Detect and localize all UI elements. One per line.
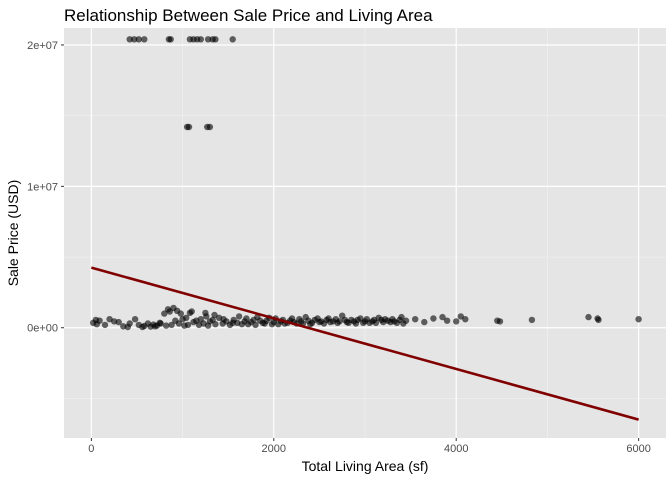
data-point	[327, 318, 334, 326]
data-point	[462, 316, 469, 323]
data-point	[163, 322, 170, 329]
data-point	[175, 320, 183, 327]
data-point	[235, 313, 243, 320]
y-tick-label: 0e+00	[27, 323, 58, 335]
data-point	[211, 311, 218, 319]
data-point	[453, 318, 460, 325]
data-point	[212, 36, 219, 43]
data-point	[635, 316, 642, 323]
axis-ticks: 0 2000 4000 6000 0e+00 1e+07 2e+07	[27, 40, 651, 455]
data-point	[202, 309, 209, 317]
y-axis-title: Sale Price (USD)	[5, 180, 21, 287]
data-point	[391, 318, 398, 325]
fit-line-group	[91, 266, 639, 421]
y-tick-label: 2e+07	[27, 40, 58, 52]
x-tick-label: 0	[88, 443, 94, 455]
data-point	[268, 321, 276, 328]
data-point	[336, 318, 343, 325]
data-point	[220, 316, 227, 323]
data-point	[296, 316, 303, 323]
data-point	[412, 316, 419, 323]
chart-title: Relationship Between Sale Price and Livi…	[64, 6, 433, 25]
data-point	[177, 310, 184, 317]
data-point	[363, 316, 370, 323]
data-point	[372, 319, 380, 326]
x-tick-label: 2000	[262, 443, 286, 455]
y-tick-label: 1e+07	[27, 181, 58, 193]
data-point	[585, 313, 592, 321]
data-point	[595, 316, 602, 324]
data-point	[156, 319, 163, 326]
data-point	[206, 123, 214, 131]
x-tick-label: 6000	[626, 443, 650, 455]
data-point	[152, 323, 159, 330]
data-point	[430, 315, 437, 322]
data-point	[161, 310, 168, 317]
regression-line	[91, 266, 639, 421]
data-point	[135, 36, 142, 43]
data-point	[439, 313, 446, 321]
data-point	[111, 318, 118, 325]
data-point	[96, 317, 103, 324]
data-point	[400, 320, 407, 327]
data-point	[141, 36, 148, 43]
data-point	[185, 123, 193, 131]
data-point	[354, 316, 361, 324]
data-point	[528, 316, 536, 324]
data-points	[90, 36, 642, 331]
data-point	[245, 321, 252, 328]
data-point	[101, 321, 109, 329]
data-point	[496, 318, 504, 325]
data-point	[443, 317, 451, 324]
x-tick-label: 4000	[444, 443, 468, 455]
data-point	[126, 36, 133, 43]
data-point	[381, 316, 389, 323]
x-axis-title: Total Living Area (sf)	[302, 458, 429, 474]
data-point	[204, 36, 212, 43]
data-point	[229, 36, 236, 43]
data-point	[252, 321, 259, 329]
data-point	[131, 316, 139, 323]
data-point	[318, 318, 325, 325]
data-point	[263, 317, 270, 324]
data-point	[212, 321, 219, 328]
data-point	[183, 314, 190, 321]
data-point	[229, 319, 236, 326]
data-point	[167, 36, 174, 43]
data-point	[421, 318, 428, 326]
data-point	[197, 36, 204, 43]
data-point	[126, 320, 133, 327]
data-point	[168, 321, 175, 329]
data-point	[188, 308, 195, 315]
data-point	[345, 319, 352, 326]
data-point	[131, 36, 138, 43]
data-point	[308, 319, 316, 326]
data-point	[184, 321, 192, 329]
